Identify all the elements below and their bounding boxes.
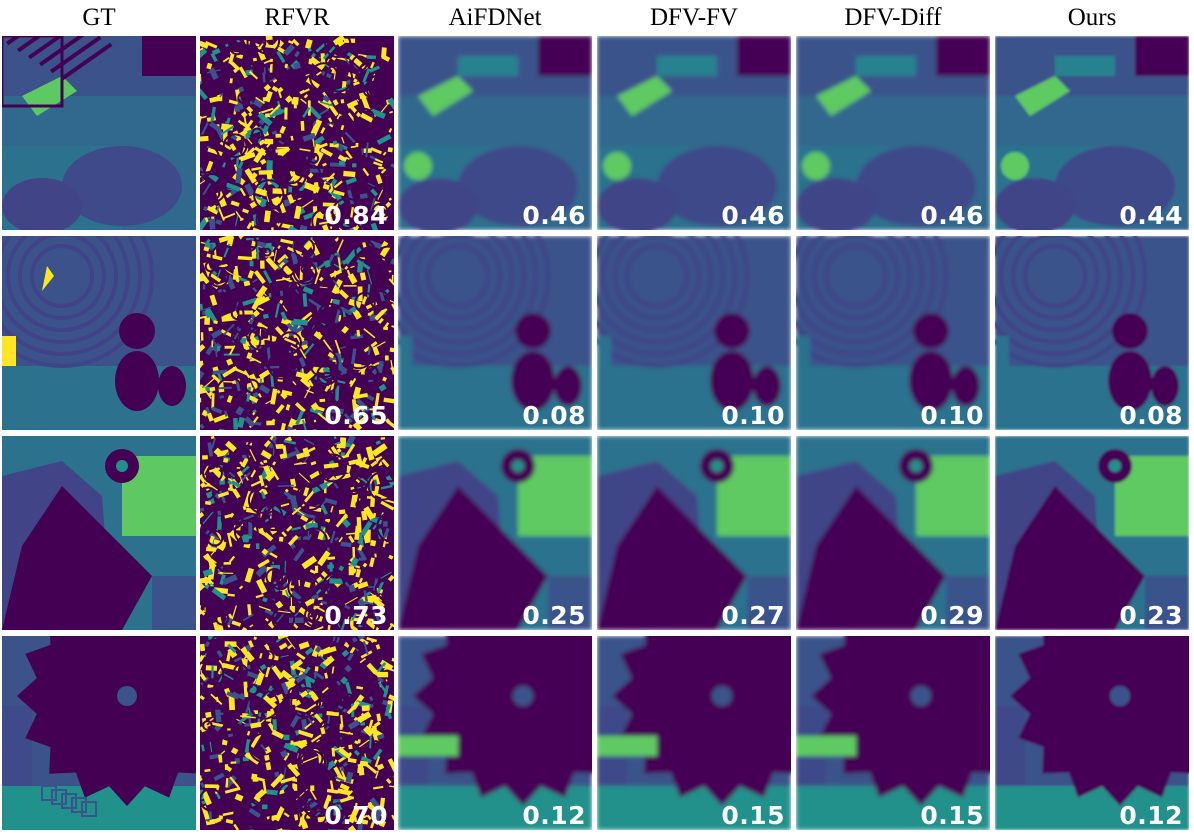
error-score-label: 0.27 [721,601,785,630]
error-score-label: 0.15 [920,801,984,830]
depth-map-rfvr-row-4: 0.70 [200,636,394,830]
cone-and-donut-depth-map-image [995,436,1189,630]
error-score-label: 0.08 [522,401,586,430]
error-score-label: 0.46 [721,201,785,230]
gear-depth-map-image [398,636,592,830]
depth-map-gt-row-2 [2,236,196,430]
error-score-label: 0.10 [721,401,785,430]
column-header-aifdnet: AiFDNet [448,4,542,31]
error-score-label: 0.65 [324,401,388,430]
cone-and-donut-depth-map-image [597,436,791,630]
depth-map-ours-row-2: 0.08 [995,236,1189,430]
maze-depth-map-image [995,36,1189,230]
depth-map-dfv-fv-row-3: 0.27 [597,436,791,630]
rings-and-toroids-depth-map-image [2,236,196,430]
comparison-grid: 0.84 0.46 0.46 0.46 0.44 0.65 0.08 0.10 0.10 0.08… [0,36,1194,838]
depth-map-aifdnet-row-3: 0.25 [398,436,592,630]
depth-map-aifdnet-row-2: 0.08 [398,236,592,430]
error-score-label: 0.46 [522,201,586,230]
maze-depth-map-image [796,36,990,230]
depth-map-ours-row-3: 0.23 [995,436,1189,630]
error-score-label: 0.46 [920,201,984,230]
depth-map-dfv-fv-row-1: 0.46 [597,36,791,230]
error-score-label: 0.10 [920,401,984,430]
rings-and-toroids-depth-map-image [995,236,1189,430]
gear-depth-map-image [597,636,791,830]
cone-and-donut-depth-map-image [796,436,990,630]
column-header-dfv-diff: DFV-Diff [844,4,942,31]
error-score-label: 0.73 [324,601,388,630]
error-score-label: 0.44 [1119,201,1183,230]
cone-and-donut-depth-map-image [200,436,394,630]
depth-map-dfv-diff-row-1: 0.46 [796,36,990,230]
depth-map-dfv-diff-row-4: 0.15 [796,636,990,830]
maze-depth-map-image [398,36,592,230]
error-score-label: 0.70 [324,801,388,830]
depth-map-gt-row-3 [2,436,196,630]
depth-map-ours-row-1: 0.44 [995,36,1189,230]
gear-depth-map-image [2,636,196,830]
cone-and-donut-depth-map-image [398,436,592,630]
error-score-label: 0.29 [920,601,984,630]
rings-and-toroids-depth-map-image [398,236,592,430]
depth-map-gt-row-1 [2,36,196,230]
depth-map-dfv-fv-row-2: 0.10 [597,236,791,430]
maze-depth-map-image [2,36,196,230]
column-header-row: GT RFVR AiFDNet DFV-FV DFV-Diff Ours [0,0,1194,36]
depth-map-rfvr-row-3: 0.73 [200,436,394,630]
depth-map-rfvr-row-2: 0.65 [200,236,394,430]
depth-map-rfvr-row-1: 0.84 [200,36,394,230]
gear-depth-map-image [796,636,990,830]
error-score-label: 0.25 [522,601,586,630]
depth-map-aifdnet-row-4: 0.12 [398,636,592,830]
error-score-label: 0.12 [1119,801,1183,830]
error-score-label: 0.15 [721,801,785,830]
rings-and-toroids-depth-map-image [597,236,791,430]
maze-depth-map-image [597,36,791,230]
column-header-rfvr: RFVR [264,4,330,31]
maze-depth-map-image [200,36,394,230]
error-score-label: 0.12 [522,801,586,830]
depth-map-gt-row-4 [2,636,196,830]
depth-map-dfv-diff-row-3: 0.29 [796,436,990,630]
error-score-label: 0.23 [1119,601,1183,630]
depth-map-dfv-diff-row-2: 0.10 [796,236,990,430]
gear-depth-map-image [995,636,1189,830]
depth-map-ours-row-4: 0.12 [995,636,1189,830]
depth-map-dfv-fv-row-4: 0.15 [597,636,791,830]
column-header-ours: Ours [1067,4,1117,31]
column-header-dfv-fv: DFV-FV [649,4,738,31]
cone-and-donut-depth-map-image [2,436,196,630]
column-header-gt: GT [82,4,116,31]
rings-and-toroids-depth-map-image [200,236,394,430]
error-score-label: 0.84 [324,201,388,230]
gear-depth-map-image [200,636,394,830]
depth-map-aifdnet-row-1: 0.46 [398,36,592,230]
error-score-label: 0.08 [1119,401,1183,430]
rings-and-toroids-depth-map-image [796,236,990,430]
